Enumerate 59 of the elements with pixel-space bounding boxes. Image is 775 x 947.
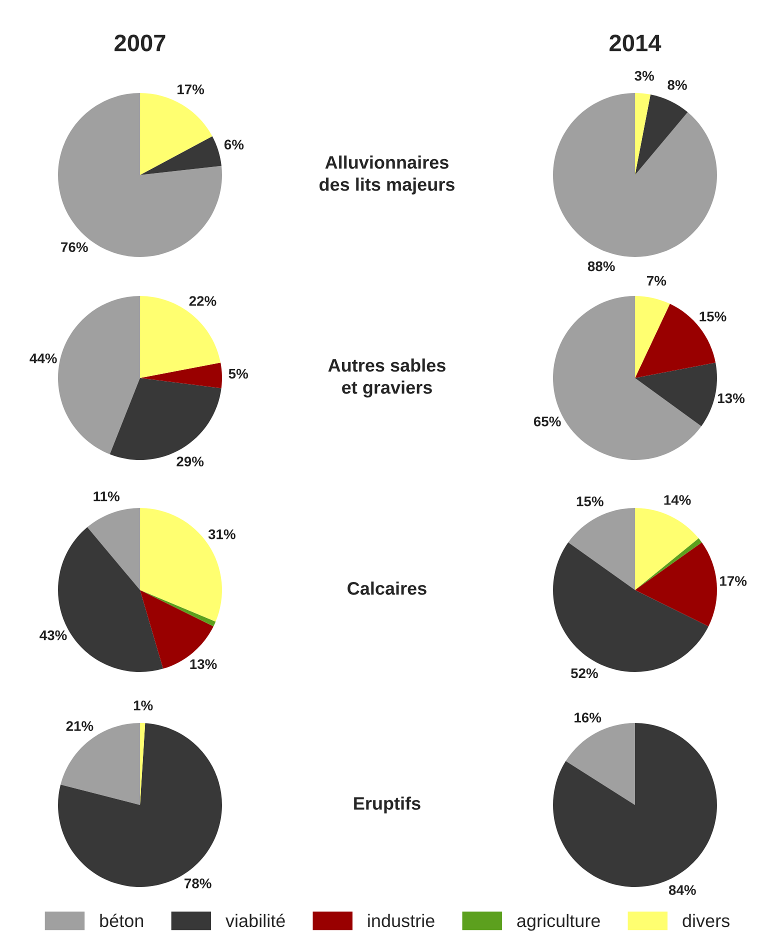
pie-slice (58, 723, 222, 887)
pie-slice (566, 723, 635, 805)
pie-slice (140, 296, 221, 378)
text: Autres sables et graviers (328, 358, 446, 398)
data-label: 16% (574, 712, 602, 722)
data-label: 13% (190, 659, 217, 670)
legend-label: agriculture (517, 914, 600, 931)
pie-slice (635, 296, 670, 378)
text: Alluvionnaires des lits majeurs (320, 156, 455, 194)
data-label: 14% (664, 495, 691, 505)
data-label: 76% (61, 242, 88, 252)
data-label: 88% (588, 261, 615, 272)
pie-slice (553, 93, 717, 257)
data-label: 5% (228, 368, 248, 379)
pie-slice (58, 93, 222, 257)
pie-slice (60, 723, 140, 805)
data-label: 31% (208, 529, 236, 540)
pie-slice (87, 508, 140, 590)
data-label: 3% (634, 70, 654, 81)
pie-slice (635, 538, 702, 590)
pie-slice (140, 93, 212, 175)
pie-slice (635, 362, 717, 426)
pie-slice (58, 296, 140, 454)
data-label: 21% (66, 721, 94, 731)
chart-title: 2014 (610, 34, 662, 52)
data-label: 84% (668, 885, 696, 895)
pie-slice (553, 723, 717, 887)
legend-label: béton (100, 914, 144, 928)
data-label: 15% (700, 312, 726, 322)
data-label: 1% (134, 700, 153, 710)
data-label: 17% (720, 576, 747, 586)
legend-label: divers (682, 914, 730, 928)
data-label: 7% (647, 276, 666, 286)
pie-slice (568, 508, 635, 590)
text: Calcaires (348, 582, 426, 595)
pie-slice (635, 94, 688, 175)
pie-slice (140, 136, 222, 175)
data-label: 65% (534, 416, 561, 426)
data-label: 44% (30, 353, 57, 364)
data-label: 13% (718, 393, 745, 404)
pie-slice (140, 362, 222, 388)
data-label: 78% (184, 878, 212, 888)
data-label: 11% (94, 491, 120, 502)
legend-label: industrie (368, 914, 434, 928)
data-label: 22% (189, 296, 216, 306)
pie-slice (635, 508, 699, 590)
chart-title: 2007 (114, 34, 166, 52)
data-label: 15% (576, 496, 604, 506)
data-label: 29% (176, 456, 204, 466)
text: Eruptifs (354, 796, 420, 814)
data-label: 8% (668, 80, 687, 90)
pie-slice (635, 93, 651, 175)
pie-slice (140, 590, 216, 626)
pie-slice (635, 542, 717, 626)
data-label: 43% (40, 630, 67, 640)
data-label: 52% (570, 668, 598, 678)
data-label: 6% (224, 140, 244, 150)
data-label: 17% (178, 84, 204, 94)
legend-label: viabilité (226, 914, 285, 928)
